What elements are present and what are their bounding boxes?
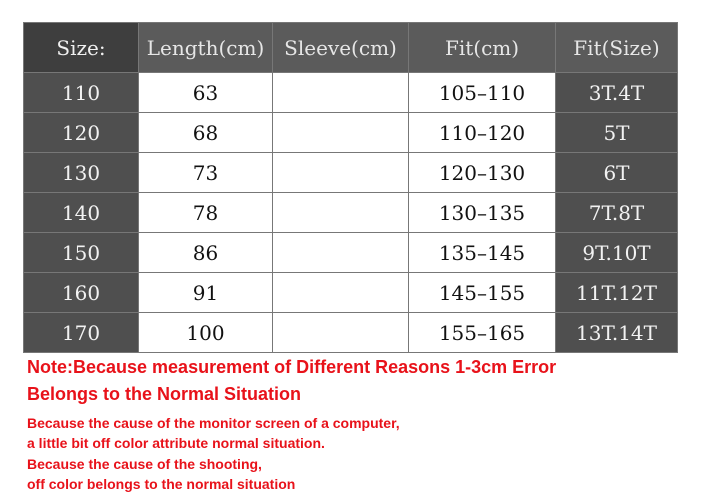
sleeve-cell — [272, 152, 409, 193]
length-cell: 68 — [138, 112, 273, 153]
fit-cm-cell: 155–165 — [408, 312, 556, 353]
fit-cm-cell: 130–135 — [408, 192, 556, 233]
sleeve-cell — [272, 312, 409, 353]
fit-size-cell: 13T.14T — [555, 312, 678, 353]
sleeve-cell — [272, 272, 409, 313]
size-cell: 130 — [23, 152, 139, 193]
detail-line: Because the cause of the monitor screen … — [27, 415, 400, 431]
header-row: Size: Length(cm) Sleeve(cm) Fit(cm) Fit(Size… — [23, 22, 678, 73]
sleeve-cell — [272, 112, 409, 153]
size-cell: 110 — [23, 72, 139, 113]
length-cell: 100 — [138, 312, 273, 353]
length-cell: 73 — [138, 152, 273, 193]
table-row: 160 91 145–155 11T.12T — [23, 272, 678, 313]
note-line: Belongs to the Normal Situation — [27, 384, 302, 404]
fit-cm-cell: 120–130 — [408, 152, 556, 193]
header-cell: Fit(Size) — [555, 22, 678, 73]
header-cell: Size: — [23, 22, 139, 73]
detail-line: a little bit off color attribute normal … — [27, 435, 325, 451]
detail-line: Because the cause of the shooting, — [27, 456, 262, 472]
table-row: 110 63 105–110 3T.4T — [23, 72, 678, 113]
size-cell: 160 — [23, 272, 139, 313]
size-cell: 120 — [23, 112, 139, 153]
table-row: 170 100 155–165 13T.14T — [23, 312, 678, 353]
header-cell: Length(cm) — [138, 22, 273, 73]
sleeve-cell — [272, 232, 409, 273]
table-row: 120 68 110–120 5T — [23, 112, 678, 153]
header-cell: Fit(cm) — [408, 22, 556, 73]
fit-size-cell: 3T.4T — [555, 72, 678, 113]
sleeve-cell — [272, 72, 409, 113]
fit-cm-cell: 135–145 — [408, 232, 556, 273]
table-row: 150 86 135–145 9T.10T — [23, 232, 678, 273]
length-cell: 86 — [138, 232, 273, 273]
fit-size-cell: 7T.8T — [555, 192, 678, 233]
fit-size-cell: 6T — [555, 152, 678, 193]
length-cell: 78 — [138, 192, 273, 233]
size-cell: 140 — [23, 192, 139, 233]
header-cell: Sleeve(cm) — [272, 22, 409, 73]
fit-size-cell: 9T.10T — [555, 232, 678, 273]
length-cell: 91 — [138, 272, 273, 313]
size-cell: 170 — [23, 312, 139, 353]
size-table: Size: Length(cm) Sleeve(cm) Fit(cm) Fit(Size… — [23, 22, 678, 353]
fit-size-cell: 5T — [555, 112, 678, 153]
fit-cm-cell: 110–120 — [408, 112, 556, 153]
fit-size-cell: 11T.12T — [555, 272, 678, 313]
note-line: Note:Because measurement of Different Re… — [27, 357, 557, 377]
size-cell: 150 — [23, 232, 139, 273]
table-row: 130 73 120–130 6T — [23, 152, 678, 193]
fit-cm-cell: 145–155 — [408, 272, 556, 313]
length-cell: 63 — [138, 72, 273, 113]
sleeve-cell — [272, 192, 409, 233]
detail-line: off color belongs to the normal situatio… — [27, 476, 296, 492]
fit-cm-cell: 105–110 — [408, 72, 556, 113]
table-row: 140 78 130–135 7T.8T — [23, 192, 678, 233]
